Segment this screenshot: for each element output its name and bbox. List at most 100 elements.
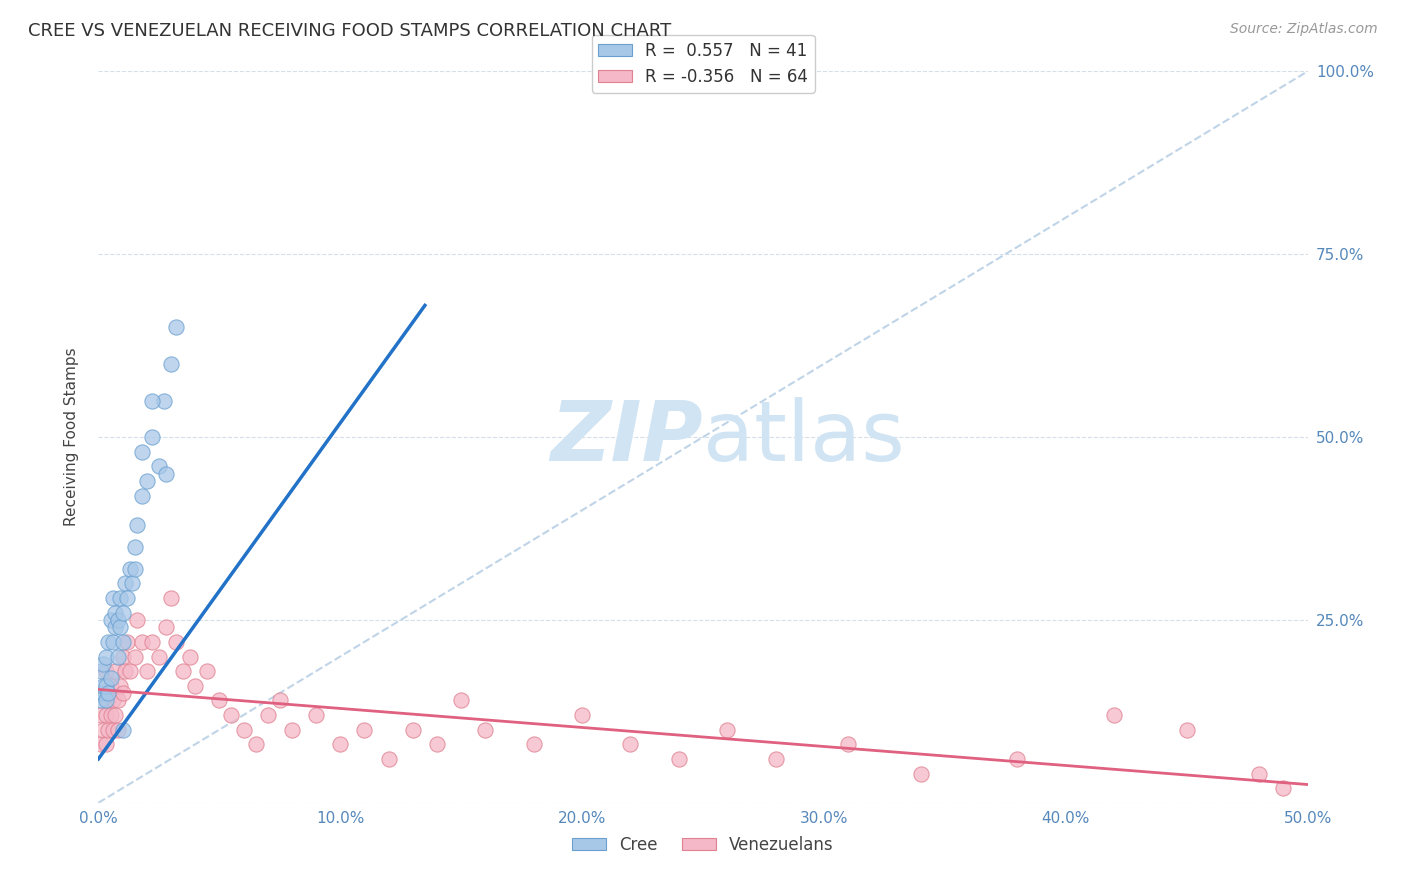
Point <box>152 393 174 408</box>
Point <box>94 737 117 751</box>
Point <box>91 723 114 737</box>
Point <box>97 693 120 707</box>
Point <box>104 664 127 678</box>
Point <box>155 620 177 634</box>
Point <box>148 649 170 664</box>
Point <box>97 635 120 649</box>
Point <box>121 576 143 591</box>
Point <box>910 766 932 780</box>
Point <box>1272 781 1295 796</box>
Point <box>118 664 141 678</box>
Point <box>104 620 127 634</box>
Point <box>1175 723 1198 737</box>
Point <box>111 723 134 737</box>
Point <box>179 649 201 664</box>
Point <box>107 723 129 737</box>
Point <box>195 664 218 678</box>
Point <box>353 723 375 737</box>
Point <box>131 489 153 503</box>
Point <box>281 723 304 737</box>
Y-axis label: Receiving Food Stamps: Receiving Food Stamps <box>65 348 79 526</box>
Point <box>91 657 114 671</box>
Point <box>124 540 146 554</box>
Point <box>619 737 641 751</box>
Point <box>111 649 134 664</box>
Point <box>208 693 231 707</box>
Point <box>141 430 163 444</box>
Point <box>108 620 131 634</box>
Point <box>141 635 163 649</box>
Point <box>111 606 134 620</box>
Point <box>837 737 859 751</box>
Point <box>765 752 787 766</box>
Text: ZIP: ZIP <box>550 397 703 477</box>
Point <box>107 649 129 664</box>
Point <box>104 606 127 620</box>
Text: atlas: atlas <box>703 397 904 477</box>
Point <box>474 723 496 737</box>
Point <box>94 649 117 664</box>
Point <box>114 664 136 678</box>
Point <box>160 357 183 371</box>
Point <box>1249 766 1271 780</box>
Point <box>108 679 131 693</box>
Point <box>1007 752 1029 766</box>
Point <box>90 664 112 678</box>
Point <box>131 444 153 458</box>
Point <box>148 459 170 474</box>
Point <box>94 708 117 723</box>
Point <box>100 708 122 723</box>
Point <box>124 562 146 576</box>
Point <box>94 679 117 693</box>
Point <box>91 686 114 700</box>
Point <box>90 708 112 723</box>
Point <box>221 708 243 723</box>
Text: CREE VS VENEZUELAN RECEIVING FOOD STAMPS CORRELATION CHART: CREE VS VENEZUELAN RECEIVING FOOD STAMPS… <box>28 22 672 40</box>
Point <box>94 693 117 707</box>
Point <box>1102 708 1125 723</box>
Point <box>107 693 129 707</box>
Point <box>668 752 690 766</box>
Point <box>111 686 134 700</box>
Point <box>172 664 194 678</box>
Point <box>135 664 157 678</box>
Point <box>100 672 122 686</box>
Point <box>165 320 187 334</box>
Point <box>716 723 738 737</box>
Point <box>571 708 593 723</box>
Point <box>114 576 136 591</box>
Point <box>101 591 124 605</box>
Point <box>94 664 117 678</box>
Point <box>118 562 141 576</box>
Point <box>450 693 472 707</box>
Point <box>377 752 399 766</box>
Point <box>101 635 124 649</box>
Point <box>117 635 139 649</box>
Point <box>107 613 129 627</box>
Point <box>124 649 146 664</box>
Point <box>101 723 124 737</box>
Point <box>402 723 425 737</box>
Point <box>160 591 183 605</box>
Point <box>100 613 122 627</box>
Point <box>117 591 139 605</box>
Point <box>245 737 267 751</box>
Point <box>232 723 254 737</box>
Legend: Cree, Venezuelans: Cree, Venezuelans <box>565 829 841 860</box>
Point <box>91 686 114 700</box>
Point <box>165 635 187 649</box>
Point <box>89 686 111 700</box>
Point <box>90 693 112 707</box>
Point <box>100 679 122 693</box>
Text: Source: ZipAtlas.com: Source: ZipAtlas.com <box>1230 22 1378 37</box>
Point <box>305 708 328 723</box>
Point <box>426 737 449 751</box>
Point <box>131 635 153 649</box>
Point <box>135 474 157 488</box>
Point <box>91 679 114 693</box>
Point <box>108 591 131 605</box>
Point <box>269 693 291 707</box>
Point <box>155 467 177 481</box>
Point <box>97 723 120 737</box>
Point <box>256 708 278 723</box>
